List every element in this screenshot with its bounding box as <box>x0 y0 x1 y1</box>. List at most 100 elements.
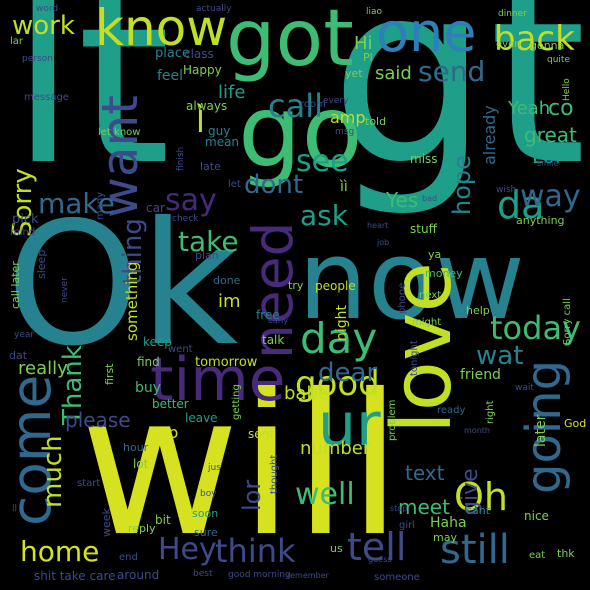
word-lol: Lol <box>532 144 561 168</box>
word-finish: finish <box>176 147 186 172</box>
word-girl: girl <box>399 520 416 531</box>
word-person: person <box>22 54 53 64</box>
word-yes: Yes <box>386 188 419 212</box>
word-sent: sent <box>248 427 274 441</box>
word-really: really <box>18 358 68 379</box>
word-feel: feel <box>157 68 184 84</box>
word-month: month <box>464 426 490 435</box>
word-ur: ur <box>318 390 381 460</box>
word-anything: anything <box>516 214 565 227</box>
word-might: might <box>412 317 442 328</box>
word-always: always <box>186 99 228 113</box>
word-us: us <box>330 542 343 555</box>
word-happy: Happy <box>183 63 222 77</box>
word-free: free <box>256 308 280 322</box>
word-hope: hope <box>448 155 476 215</box>
word-ask: ask <box>300 199 348 232</box>
word-every: every <box>323 96 349 106</box>
word-ll: ll <box>12 504 18 514</box>
word-will: will <box>80 352 403 579</box>
word-see: see <box>296 144 349 179</box>
word-still: still <box>440 527 510 573</box>
word-boy: boy <box>200 489 217 499</box>
word-great: great <box>524 123 577 147</box>
word-start: start <box>77 478 101 489</box>
word-call: call <box>268 87 323 125</box>
word-hour: hour <box>123 441 149 454</box>
word-smile: smile <box>537 159 559 168</box>
word-call-later: call later <box>9 261 22 309</box>
word-time: time <box>150 345 286 415</box>
word-try: try <box>288 279 304 292</box>
word-go: go <box>238 73 363 190</box>
word-stop: stop <box>390 504 408 513</box>
word-first: first <box>103 363 116 385</box>
word-leave: leave <box>185 411 218 425</box>
word-dinner: dinner <box>498 9 527 19</box>
word-good-morning: good morning <box>228 570 291 580</box>
word-night: night <box>334 305 350 342</box>
word-reply: reply <box>128 522 156 535</box>
word-think: think <box>215 532 296 570</box>
word-tomorrow: tomorrow <box>195 355 258 370</box>
word-today: today <box>490 309 581 347</box>
word-year: year <box>14 330 35 340</box>
word-quite: quite <box>547 55 570 65</box>
word-mean: mean <box>205 135 240 149</box>
word-liao: liao <box>366 7 383 17</box>
word-plan: plan <box>195 249 219 262</box>
word-place: place <box>155 46 190 61</box>
word-even: even <box>496 39 521 50</box>
word-hey: Hey <box>158 532 217 567</box>
word-class: class <box>184 47 214 61</box>
word-nice: nice <box>524 509 549 523</box>
word-know: know <box>95 0 228 57</box>
word-life: life <box>218 82 246 103</box>
word-now: now <box>298 216 525 344</box>
word-best: best <box>193 569 213 579</box>
word-gonna: gonna <box>530 39 565 52</box>
word-end: end <box>119 552 138 563</box>
word-shit-take-care: shit take care <box>34 569 116 583</box>
word-hello: Hello <box>562 78 572 101</box>
word-i-grave-double: ìì <box>340 179 348 195</box>
word-remember: remember <box>287 571 329 580</box>
word-text: text <box>405 461 445 485</box>
word-job: job <box>377 238 390 247</box>
word-heart: heart <box>367 221 389 230</box>
word-pl: Pl <box>363 51 373 64</box>
word-much: much <box>38 435 68 508</box>
word-find: find <box>137 355 160 369</box>
word-friend: friend <box>460 367 501 383</box>
word-day: day <box>300 314 378 363</box>
word-sure: sure <box>194 526 218 539</box>
word-back: back <box>494 19 575 59</box>
word-way: way <box>520 179 581 214</box>
word-keep: keep <box>143 335 172 349</box>
word-dear: dear <box>318 358 378 388</box>
word-amp: amp <box>330 108 366 127</box>
word-lar: lar <box>10 36 24 47</box>
word-ya: ya <box>428 248 442 261</box>
word-someone: someone <box>374 572 420 583</box>
word-pick: pick <box>12 212 39 227</box>
word-wish: wish <box>496 185 517 195</box>
word-thought: thought <box>269 455 280 495</box>
word-wait: wait <box>515 383 534 393</box>
word-talk: talk <box>262 333 285 347</box>
word-say: say <box>165 183 217 218</box>
word-many: many <box>95 192 106 221</box>
word-lt: lt <box>10 0 171 218</box>
word-money: money <box>425 267 463 280</box>
word-right: right <box>485 400 496 424</box>
word-early: early <box>268 316 289 325</box>
word-went: went <box>168 344 193 355</box>
word-never: never <box>60 277 70 303</box>
word-guess: guess <box>368 555 392 564</box>
word-lot: lot <box>133 457 149 471</box>
word-one: one <box>376 1 477 64</box>
word-eat: eat <box>529 550 546 561</box>
word-gt: gt <box>330 0 587 220</box>
word-da: da <box>497 183 545 227</box>
